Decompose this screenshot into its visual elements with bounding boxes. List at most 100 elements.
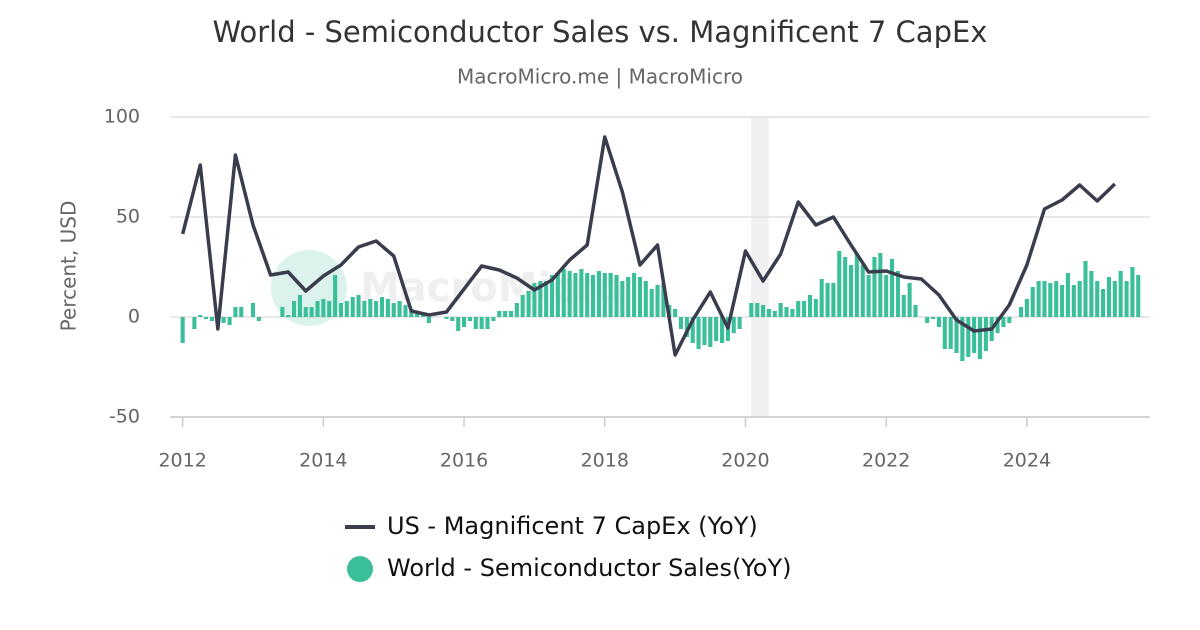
- bar: [761, 305, 766, 317]
- bar: [198, 315, 203, 317]
- bar: [204, 317, 209, 319]
- bar: [661, 283, 666, 317]
- bar: [1001, 317, 1006, 327]
- bar: [374, 301, 379, 317]
- bar: [421, 315, 426, 317]
- bar: [409, 309, 414, 317]
- bar: [913, 305, 918, 317]
- bar: [368, 299, 373, 317]
- bar: [391, 303, 396, 317]
- bar: [1124, 281, 1129, 317]
- bar: [233, 307, 238, 317]
- bar: [643, 281, 648, 317]
- chart-subtitle: MacroMicro.me | MacroMicro: [457, 65, 743, 89]
- line: [180, 135, 1117, 357]
- bar: [385, 299, 390, 317]
- bar: [673, 309, 678, 317]
- bar: [491, 317, 496, 321]
- bar: [503, 311, 508, 317]
- bar: [784, 307, 789, 317]
- bar: [813, 299, 818, 317]
- bar: [972, 317, 977, 353]
- x-tick-label: 2020: [721, 450, 769, 472]
- bar: [456, 317, 461, 331]
- bar: [520, 295, 525, 317]
- bar: [286, 315, 291, 317]
- bar: [497, 311, 502, 317]
- bar: [327, 301, 332, 317]
- bar: [848, 265, 854, 317]
- bar: [995, 317, 1000, 333]
- bar: [614, 275, 619, 317]
- bar: [561, 269, 566, 317]
- bar: [1036, 281, 1041, 317]
- bar: [1024, 299, 1029, 317]
- bar: [467, 317, 472, 321]
- bar: [931, 317, 936, 319]
- bar: [473, 317, 478, 329]
- bar: [309, 307, 314, 317]
- bar: [778, 303, 783, 317]
- bar: [983, 317, 988, 351]
- bar: [632, 273, 637, 317]
- bar: [356, 295, 361, 317]
- legend-label: World - Semiconductor Sales(YoY): [387, 554, 791, 582]
- bar: [1106, 277, 1112, 317]
- bar: [825, 283, 830, 317]
- bar: [884, 275, 889, 317]
- bar: [772, 311, 777, 317]
- bar: [1048, 283, 1053, 317]
- bar: [1042, 281, 1047, 317]
- bar: [333, 275, 338, 317]
- bar: [280, 307, 285, 317]
- bar: [590, 275, 596, 317]
- bar: [415, 313, 420, 317]
- bar: [1030, 287, 1035, 317]
- bar: [450, 317, 455, 321]
- y-tick-label: 50: [116, 206, 140, 228]
- bar: [555, 273, 560, 317]
- bar: [1112, 281, 1117, 317]
- bar: [256, 317, 261, 321]
- bar: [655, 285, 660, 317]
- bar: [192, 317, 197, 329]
- bar: [1083, 261, 1088, 317]
- bar: [872, 257, 877, 317]
- bar: [977, 317, 983, 359]
- bar: [297, 295, 302, 317]
- bar: [444, 317, 449, 319]
- bar: [1060, 285, 1065, 317]
- x-tick-label: 2014: [299, 450, 347, 472]
- y-axis-title: Percent, USD: [57, 201, 81, 332]
- bar: [403, 305, 408, 317]
- plot-underlay: [170, 116, 1150, 427]
- bar: [731, 317, 736, 333]
- bar: [737, 317, 742, 329]
- bar: [696, 317, 701, 349]
- bar: [678, 317, 684, 329]
- bar: [948, 317, 953, 349]
- bar: [221, 317, 226, 323]
- bar: [936, 317, 941, 327]
- bar: [1095, 281, 1100, 317]
- bar: [321, 299, 326, 317]
- bar: [227, 317, 232, 325]
- bar: [895, 271, 900, 317]
- bar: [714, 317, 719, 341]
- bar: [860, 265, 865, 317]
- bar: [649, 289, 654, 317]
- bar: [901, 295, 906, 317]
- bar: [708, 317, 713, 347]
- bar: [684, 317, 689, 337]
- bar: [1136, 275, 1141, 317]
- bar: [549, 275, 555, 317]
- bar: [462, 317, 467, 327]
- bar: [291, 301, 297, 317]
- bar: [831, 283, 836, 317]
- bar: [350, 297, 355, 317]
- x-tick-label: 2022: [862, 450, 910, 472]
- bar: [508, 311, 514, 317]
- bar: [315, 301, 320, 317]
- bar: [1018, 307, 1024, 317]
- legend-swatch: [347, 556, 373, 582]
